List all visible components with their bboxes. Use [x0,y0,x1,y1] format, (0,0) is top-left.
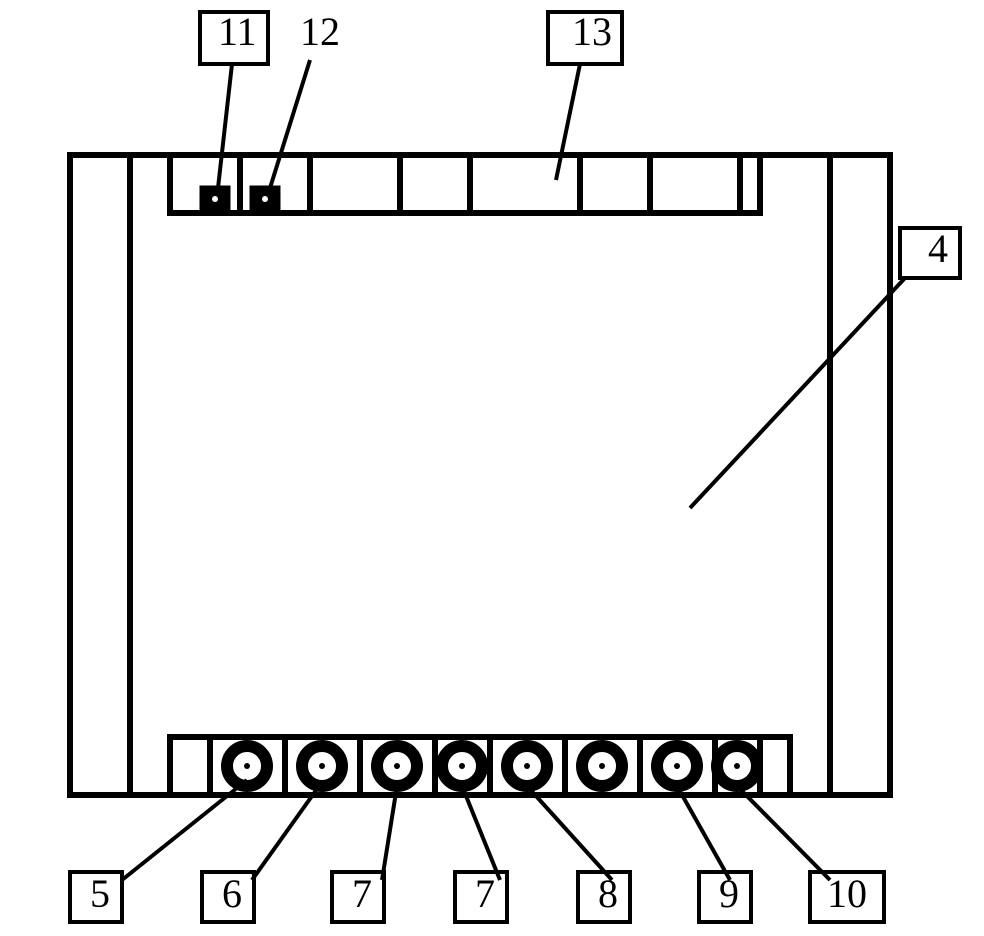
label-text-13: 13 [572,9,612,54]
leader-line-10 [737,786,830,880]
leader-line-7b [462,786,500,880]
bottom-terminal-dot-3 [459,763,465,769]
bottom-terminal-dot-4 [524,763,530,769]
label-text-8: 8 [598,871,618,916]
bottom-terminal-dot-5 [599,763,605,769]
schematic-diagram: 11 12 13 4 5 6 7 7 8 9 10 [0,0,984,936]
leader-line-9 [677,786,730,880]
label-text-5: 5 [90,871,110,916]
label-text-12: 12 [300,9,340,54]
bottom-terminal-dot-7 [734,763,740,769]
label-text-4: 4 [928,226,948,271]
label-text-7a: 7 [352,871,372,916]
top-indicator-dot-1 [262,196,268,202]
bottom-terminal-dot-0 [244,763,250,769]
leader-line-4 [690,278,905,508]
label-text-11: 11 [218,9,257,54]
top-indicator-dot-0 [212,196,218,202]
bottom-terminal-dot-6 [674,763,680,769]
leader-line-13 [556,64,580,180]
leader-line-7a [382,786,397,880]
leader-line-12 [270,60,310,188]
label-text-6: 6 [222,871,242,916]
leader-line-8 [527,786,612,880]
outer-rect [70,155,890,795]
leader-line-11 [218,64,232,188]
bottom-terminal-dot-1 [319,763,325,769]
label-text-7b: 7 [475,871,495,916]
label-text-10: 10 [827,871,867,916]
bottom-terminal-dot-2 [394,763,400,769]
label-text-9: 9 [719,871,739,916]
